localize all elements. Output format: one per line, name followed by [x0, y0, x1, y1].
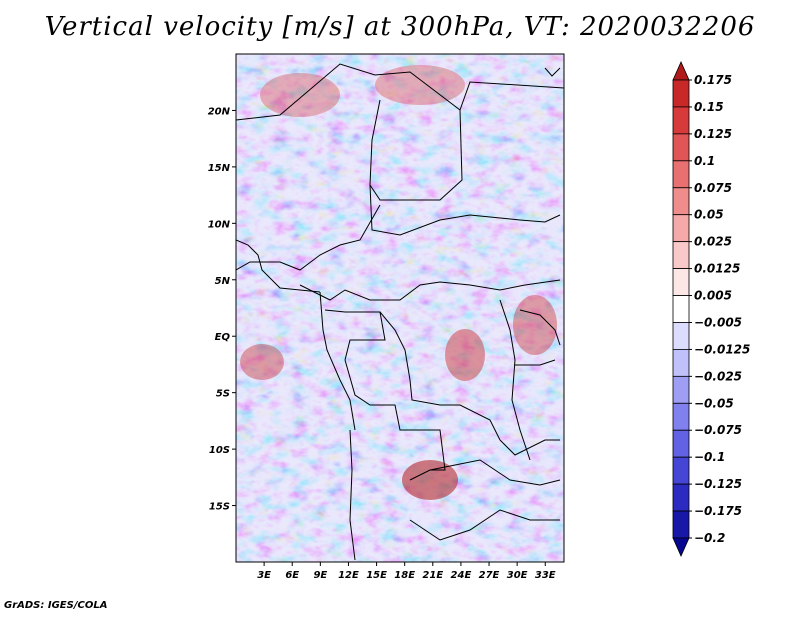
colorbar-label: 0.05 — [694, 208, 724, 222]
colorbar-label: 0.0125 — [694, 262, 740, 276]
strong-ascent-patch — [513, 295, 557, 355]
colorbar-label: −0.005 — [694, 315, 742, 329]
colorbar-swatch — [672, 483, 690, 512]
colorbar-swatch — [672, 375, 690, 404]
chart-title: Vertical velocity [m/s] at 300hPa, VT: 2… — [44, 12, 756, 42]
colorbar-swatch — [672, 456, 690, 485]
colorbar-extend-min — [672, 537, 690, 557]
x-tick-label: 24E — [451, 570, 472, 581]
colorbar-extend-max — [672, 61, 690, 81]
colorbar-label: −0.05 — [694, 396, 734, 410]
x-tick-label: 18E — [394, 570, 415, 581]
colorbar-swatch — [672, 295, 690, 323]
colorbar-swatch — [672, 510, 690, 539]
colorbar-label: −0.2 — [694, 531, 725, 545]
colorbar-label: 0.025 — [694, 235, 732, 249]
x-tick-label: 33E — [535, 570, 556, 581]
x-tick-label: 3E — [257, 570, 271, 581]
velocity-map — [236, 54, 564, 562]
colorbar-swatch — [672, 187, 690, 216]
colorbar: 0.175 0.15 0.125 0.1 0.075 0.05 0.025 0.0125 0.0… — [672, 61, 750, 557]
y-axis: 20N 15N 10N 5N EQ 5S 10S 15S — [208, 106, 236, 513]
colorbar-swatch — [672, 106, 690, 135]
x-tick-label: 9E — [313, 570, 327, 581]
map-frame — [235, 53, 565, 563]
colorbar-label: 0.15 — [694, 100, 724, 114]
colorbar-swatch — [672, 402, 690, 431]
country-borders — [236, 63, 564, 561]
y-tick-label: EQ — [215, 332, 231, 343]
colorbar-label: −0.025 — [694, 369, 742, 383]
y-tick-label: 10N — [208, 219, 231, 230]
colorbar-swatch — [672, 322, 690, 350]
colorbar-swatch — [672, 133, 690, 162]
x-axis: 3E 6E 9E 12E 15E 18E 21E 24E 27E 30E 33E — [257, 562, 556, 581]
y-tick-label: 15S — [209, 502, 230, 513]
colorbar-label: −0.1 — [694, 450, 725, 464]
y-tick-label: 20N — [208, 106, 231, 117]
y-tick-label: 10S — [209, 445, 230, 456]
x-tick-label: 12E — [338, 570, 359, 581]
colorbar-label: −0.075 — [694, 423, 742, 437]
grads-credit: GrADS: IGES/COLA — [4, 600, 108, 611]
strong-ascent-patch — [445, 329, 485, 381]
colorbar-label: −0.0125 — [694, 342, 750, 356]
x-tick-label: 21E — [422, 570, 443, 581]
colorbar-label: −0.175 — [694, 504, 742, 518]
colorbar-swatch — [672, 268, 690, 296]
colorbar-swatch — [672, 214, 690, 243]
strong-ascent-patch — [240, 344, 284, 380]
x-tick-label: 27E — [479, 570, 500, 581]
x-tick-label: 30E — [507, 570, 528, 581]
colorbar-label: 0.005 — [694, 289, 732, 303]
y-tick-label: 5S — [216, 389, 230, 400]
colorbar-swatch — [672, 349, 690, 377]
strong-ascent-patch — [260, 73, 340, 117]
colorbar-swatch — [672, 241, 690, 269]
y-tick-label: 5N — [215, 276, 231, 287]
colorbar-label: 0.1 — [694, 154, 715, 168]
colorbar-swatch — [672, 79, 690, 108]
y-tick-label: 15N — [208, 163, 231, 174]
colorbar-label: 0.125 — [694, 127, 732, 141]
colorbar-label: 0.075 — [694, 181, 732, 195]
x-tick-label: 15E — [366, 570, 387, 581]
strong-ascent-patch — [375, 65, 465, 105]
colorbar-swatch — [672, 160, 690, 189]
field-tint — [236, 54, 564, 562]
colorbar-label: −0.125 — [694, 477, 742, 491]
colorbar-label: 0.175 — [694, 73, 732, 87]
colorbar-swatch — [672, 429, 690, 458]
velocity-field — [236, 54, 564, 562]
x-tick-label: 6E — [285, 570, 299, 581]
